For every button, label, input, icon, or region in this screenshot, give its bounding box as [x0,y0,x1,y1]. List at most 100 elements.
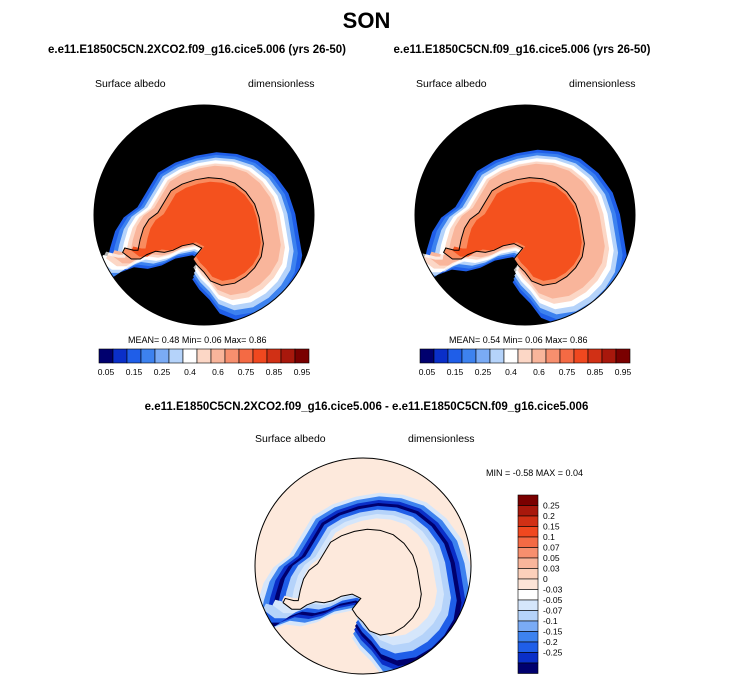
panel1-max-value: 0.86 [248,335,267,345]
map-border [93,104,315,326]
colorbar-box [140,348,156,364]
panel1-stats: MEAN= 0.48 Min= 0.06 Max= 0.86 [128,335,266,345]
colorbar-box [615,348,631,364]
colorbar-box [517,589,539,601]
coastline [442,177,585,286]
colorbar-tick-label: 0.6 [212,367,224,377]
colorbar-box [559,348,575,364]
map-border [254,457,472,675]
colorbar-tick-label: 0.85 [266,367,283,377]
colorbar-box [517,652,539,664]
colorbar-box [517,578,539,590]
coastline [121,177,264,286]
difference-minmax: MIN = -0.58 MAX = 0.04 [486,468,584,478]
colorbar-box [489,348,505,364]
colorbar-tick-label: 0.95 [615,367,632,377]
colorbar-tick-label: 0.75 [238,367,255,377]
colorbar-tick-label: -0.05 [543,595,563,605]
panel2-units-label: dimensionless [569,78,636,90]
colorbar-tick-label: -0.15 [543,627,563,637]
colorbar-tick-label: 0.15 [126,367,143,377]
colorbar-box [517,515,539,527]
colorbar-box [112,348,128,364]
colorbar-box [419,348,435,364]
colorbar-tick-label: 0.15 [447,367,464,377]
panel2-mean-value: 0.54 [482,335,501,345]
panel1-mean-label: MEAN= [128,335,160,345]
difference-map [254,457,472,675]
colorbar-tick-label: 0.25 [475,367,492,377]
colorbar-box [447,348,463,364]
colorbar-box [517,599,539,611]
colorbar-box [461,348,477,364]
colorbar-tick-label: 0.07 [543,543,560,553]
panel2-max-label: Max= [545,335,568,345]
colorbar-box [238,348,254,364]
colorbar-box [196,348,212,364]
colorbar-box [517,568,539,580]
panel2-case-title: e.e11.E1850C5CN.f09_g16.cice5.006 (yrs 2… [393,44,651,56]
colorbar-box [266,348,282,364]
colorbar-box [182,348,198,364]
colorbar-box [517,536,539,548]
colorbar-tick-label: 0.05 [98,367,115,377]
colorbar-box [517,610,539,622]
difference-colorbar: 0.250.20.150.10.070.050.030-0.03-0.05 -0.… [517,494,563,674]
colorbar-tick-label: 0.4 [505,367,517,377]
colorbar-tick-label: -0.03 [543,585,563,595]
colorbar-box [252,348,268,364]
colorbar-tick-label: 0.1 [543,532,555,542]
panel1-min-label: Min= [181,335,202,345]
colorbar-tick-label: -0.2 [543,637,558,647]
ice-edge-highlight [102,160,289,304]
colorbar-box [280,348,296,364]
difference-variable-label: Surface albedo [255,433,326,445]
colorbar-box [517,494,539,506]
colorbar-box [224,348,240,364]
colorbar-box [587,348,603,364]
ice-edge-highlight [418,158,613,308]
colorbar-tick-label: 0.6 [533,367,545,377]
panel2-max-value: 0.86 [569,335,588,345]
difference-units-label: dimensionless [408,433,475,445]
colorbar-box [154,348,170,364]
panel1-min-value: 0.06 [204,335,222,345]
colorbar-tick-label: 0.75 [559,367,576,377]
panel1-mean-value: 0.48 [161,335,180,345]
albedo-map-2 [414,104,636,326]
coastline [282,528,422,636]
panel1-max-label: Max= [224,335,247,345]
panel2-stats: MEAN= 0.54 Min= 0.06 Max= 0.86 [449,335,587,345]
colorbar-box [573,348,589,364]
albedo-map-1 [93,104,315,326]
colorbar-box [517,631,539,643]
colorbar-1: 0.05 0.15 0.25 0.4 0.6 0.75 0.85 0.95 [98,348,311,377]
panel2-mean-label: MEAN= [449,335,481,345]
colorbar-box [517,505,539,517]
colorbar-tick-label: 0.05 [543,553,560,563]
colorbar-2: 0.05 0.15 0.25 0.4 0.6 0.75 0.85 0.95 [419,348,632,377]
colorbar-box [601,348,617,364]
colorbar-box [517,641,539,653]
colorbar-tick-label: 0.95 [294,367,311,377]
panel1-case-title: e.e11.E1850C5CN.2XCO2.f09_g16.cice5.006 … [48,44,346,56]
colorbar-tick-label: 0.25 [543,501,560,511]
colorbar-tick-label: 0.03 [543,564,560,574]
panel2-min-label: Min= [502,335,523,345]
colorbar-box [433,348,449,364]
season-title: SON [342,8,391,33]
colorbar-box [517,557,539,569]
colorbar-box [168,348,184,364]
map-border [414,104,636,326]
colorbar-tick-label: 0.15 [543,522,560,532]
colorbar-tick-label: 0 [543,574,548,584]
colorbar-box [517,526,539,538]
colorbar-box [126,348,142,364]
diff-land [283,529,422,636]
colorbar-tick-label: -0.25 [543,648,563,658]
colorbar-tick-label: 0.2 [543,511,555,521]
colorbar-box [503,348,519,364]
colorbar-box [531,348,547,364]
